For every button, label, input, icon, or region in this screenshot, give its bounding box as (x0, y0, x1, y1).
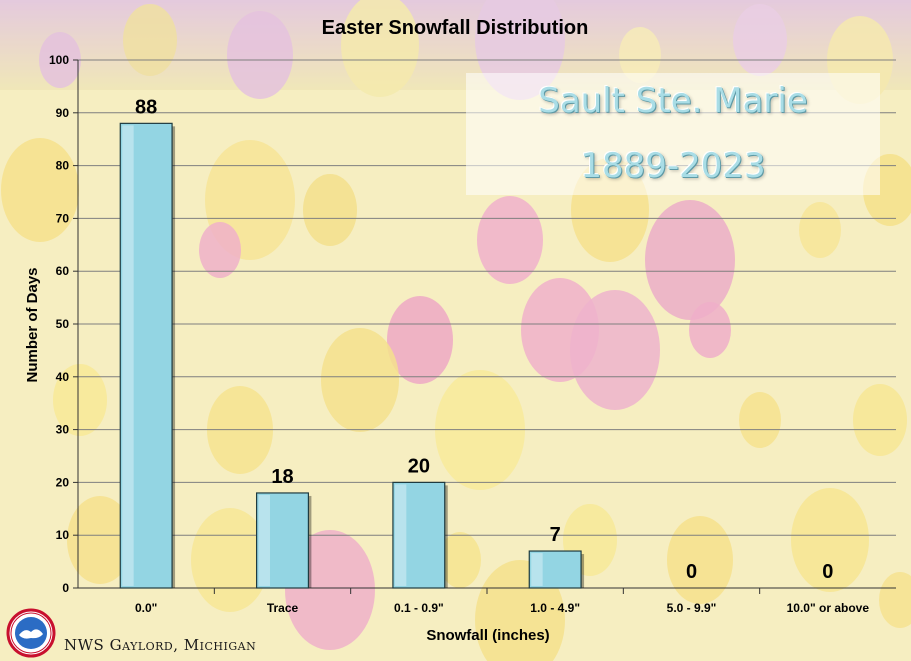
y-tick-label: 90 (56, 106, 70, 120)
x-tick-labels: 0.0" Trace 0.1 - 0.9" 1.0 - 4.9" 5.0 - 9.9" 1… (135, 588, 869, 615)
y-tick-label: 50 (56, 317, 70, 331)
credit-text: NWS Gaylord, Michigan (64, 636, 257, 654)
data-label: 7 (550, 524, 561, 546)
x-tick-label: Trace (267, 601, 299, 615)
x-tick-label: 5.0 - 9.9" (667, 601, 717, 615)
bar (119, 122, 176, 589)
y-tick-label: 0 (62, 581, 69, 595)
x-tick-label: 0.1 - 0.9" (394, 601, 444, 615)
x-tick-label: 10.0" or above (787, 601, 870, 615)
y-tick-label: 40 (56, 370, 70, 384)
bars (119, 122, 585, 589)
data-label: 0 (686, 561, 697, 583)
x-tick-label: 0.0" (135, 601, 157, 615)
bar (392, 481, 448, 589)
y-tick-label: 10 (56, 528, 70, 542)
data-labels: 88 18 20 7 0 0 (135, 96, 833, 583)
bar (528, 550, 585, 589)
station-name: Sault Ste. Marie (538, 81, 808, 122)
y-tick-label: 100 (49, 53, 69, 67)
y-tick-labels: 0 10 20 30 40 50 60 70 80 90 100 (49, 53, 78, 595)
nws-logo-icon (6, 608, 56, 658)
data-label: 20 (408, 455, 430, 477)
y-axis-title: Number of Days (24, 267, 41, 382)
y-tick-label: 80 (56, 159, 70, 173)
x-axis-title: Snowfall (inches) (426, 627, 549, 644)
station-title-box: Sault Ste. Marie 1889-2023 (466, 73, 880, 195)
y-tick-label: 70 (56, 211, 70, 225)
x-tick-label: 1.0 - 4.9" (530, 601, 580, 615)
data-label: 0 (822, 561, 833, 583)
period-of-record: 1889-2023 (580, 146, 766, 186)
y-tick-label: 60 (56, 264, 70, 278)
data-label: 88 (135, 96, 157, 118)
chart-title: Easter Snowfall Distribution (322, 17, 589, 39)
data-label: 18 (271, 466, 293, 488)
y-tick-label: 20 (56, 475, 70, 489)
y-tick-label: 30 (56, 423, 70, 437)
bar (255, 492, 312, 589)
